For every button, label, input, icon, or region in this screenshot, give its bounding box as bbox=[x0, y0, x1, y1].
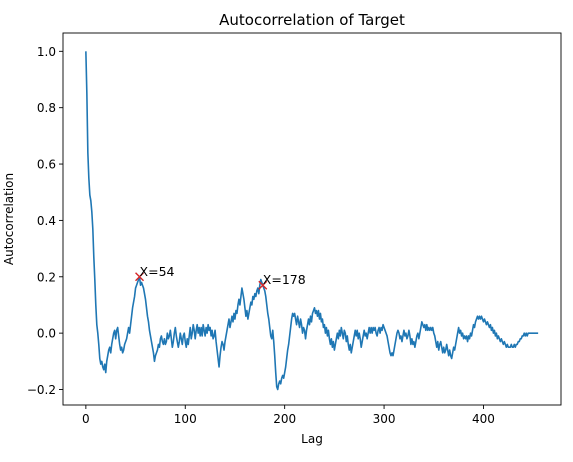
y-tick-label: −0.2 bbox=[27, 383, 56, 397]
x-axis-label: Lag bbox=[301, 432, 323, 446]
y-axis-label: Autocorrelation bbox=[2, 173, 16, 265]
peak-label: X=178 bbox=[263, 272, 306, 287]
y-tick-label: 0.2 bbox=[37, 270, 56, 284]
peak-marker bbox=[258, 280, 268, 290]
x-tick-label: 400 bbox=[472, 412, 495, 426]
x-tick-label: 300 bbox=[373, 412, 396, 426]
y-tick-label: 1.0 bbox=[37, 45, 56, 59]
chart-title: Autocorrelation of Target bbox=[219, 11, 405, 29]
peak-annotations: X=54 X=178 bbox=[135, 264, 306, 290]
plot-frame bbox=[62, 32, 562, 406]
peak-marker bbox=[135, 272, 145, 282]
autocorrelation-series-line bbox=[85, 51, 539, 391]
x-tick-label: 100 bbox=[174, 412, 197, 426]
peak-label: X=54 bbox=[140, 264, 175, 279]
y-tick-label: 0.0 bbox=[37, 327, 56, 341]
x-tick-label: 0 bbox=[82, 412, 90, 426]
y-tick-label: 0.8 bbox=[37, 101, 56, 115]
y-axis: −0.2 0.0 0.2 0.4 0.6 0.8 1.0 bbox=[27, 45, 63, 397]
x-axis: 0 100 200 300 400 bbox=[82, 405, 495, 426]
x-tick-label: 200 bbox=[273, 412, 296, 426]
y-tick-label: 0.4 bbox=[37, 214, 56, 228]
y-tick-label: 0.6 bbox=[37, 158, 56, 172]
